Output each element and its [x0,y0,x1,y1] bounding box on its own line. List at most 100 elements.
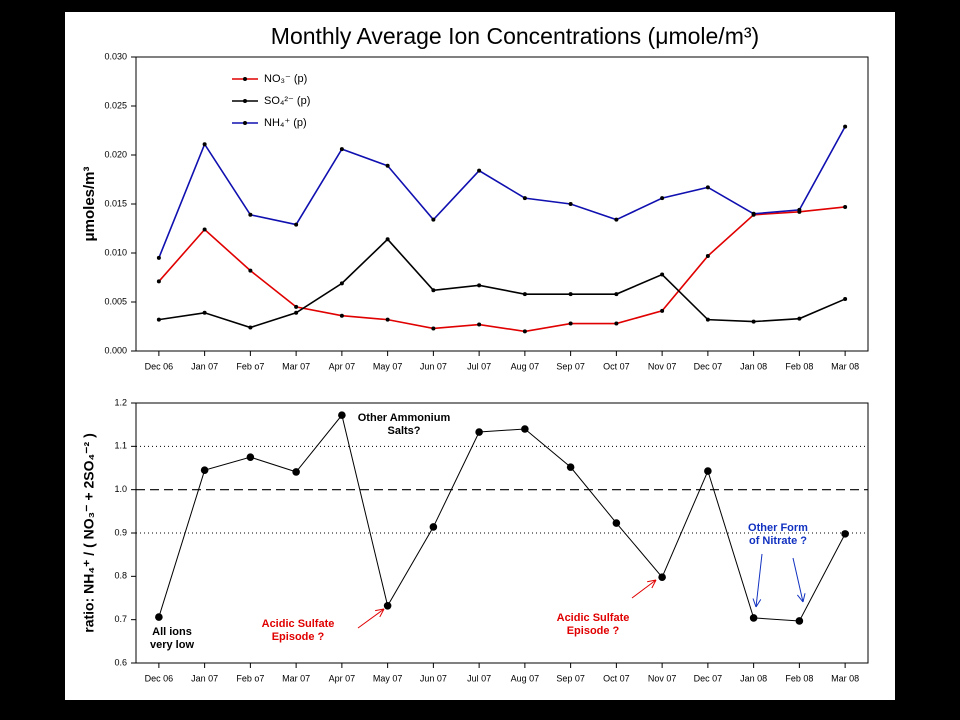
data-point [429,523,438,531]
arrow-head [752,598,757,608]
x-tick-label: Feb o7 [236,673,264,683]
data-point [705,185,710,190]
data-point [156,255,161,260]
arrow-head [647,579,657,583]
y-tick-label: 0.030 [104,51,127,61]
x-tick-label: Mar 08 [831,673,859,683]
data-point [660,308,665,313]
series-line [158,238,846,329]
data-point [383,602,392,610]
data-point [566,463,575,471]
x-tick-label: Dec 07 [694,361,723,371]
data-point [522,329,527,334]
series-line [158,126,846,259]
x-tick-label: Dec 06 [145,673,174,683]
data-point [475,428,483,436]
x-tick-label: Apr 07 [329,361,356,371]
data-point [156,279,161,284]
x-tick-label: Dec 06 [145,361,174,371]
annotation: of Nitrate ? [749,535,807,547]
legend-label: SO₄²⁻ (p) [264,95,310,107]
data-point [704,467,712,475]
annotation: Other Ammonium [358,412,451,424]
data-point [292,468,300,476]
data-point [202,310,207,315]
data-point [705,317,710,322]
legend-marker [243,99,247,103]
x-tick-label: Mar 08 [831,361,859,371]
x-tick-label: Mar 07 [282,361,310,371]
data-point [614,217,619,222]
x-tick-label: Jul 07 [467,361,491,371]
y-axis-label: ratio: NH₄⁺ / ( NO₃⁻ + 2SO₄⁻² ) [81,433,97,633]
x-tick-label: Jan 07 [191,673,218,683]
data-point [431,326,436,331]
x-tick-label: Aug 07 [511,361,540,371]
series-line [158,206,846,333]
data-point [248,268,253,273]
annotation: All ions [152,626,192,638]
data-point [568,292,573,297]
legend-marker [243,121,247,125]
data-point [477,322,482,327]
data-point [202,227,207,232]
data-point [385,163,390,168]
data-point [246,453,255,461]
annotation: Other Form [748,522,808,534]
annotation-arrow [755,553,763,608]
data-point [795,617,804,625]
data-point [568,202,573,206]
annotation-arrow [631,579,657,599]
annotation-arrow [357,608,385,629]
x-tick-label: Feb 08 [785,361,813,371]
arrow-head [802,593,806,603]
data-point [843,124,848,129]
y-tick-label: 0.9 [114,527,127,537]
data-point [843,204,848,209]
data-point [705,253,710,258]
data-point [751,211,756,216]
data-point [522,196,527,201]
data-point [477,283,482,288]
annotation: Episode ? [272,631,325,643]
annotation: Acidic Sulfate [262,618,335,630]
data-point [248,212,253,217]
annotation: Salts? [387,425,420,437]
x-tick-label: Jan 08 [740,361,767,371]
annotation: very low [150,639,194,651]
data-point [339,147,344,152]
data-point [797,207,802,212]
data-point [385,237,390,242]
data-point [200,466,209,474]
data-point [477,168,482,173]
x-tick-label: Sep 07 [556,361,585,371]
data-point [660,196,665,201]
x-tick-label: Jan 07 [191,361,218,371]
data-point [339,281,344,286]
data-point [614,321,619,326]
arrow-head [375,608,385,612]
data-point [749,614,758,622]
data-point [155,613,163,621]
x-tick-label: Feb o7 [236,361,264,371]
x-tick-label: Sep 07 [556,673,585,683]
y-tick-label: 0.8 [114,571,127,581]
y-tick-label: 1.0 [114,484,127,494]
x-tick-label: Jun 07 [420,673,447,683]
data-point [521,425,529,433]
data-point [156,317,161,322]
x-tick-label: Apr 07 [329,673,356,683]
data-point [660,272,665,277]
x-tick-label: Jan 08 [740,673,767,683]
arrow-head [379,608,385,618]
y-tick-label: 0.015 [104,198,127,208]
y-tick-label: 0.025 [104,100,127,110]
x-tick-label: Nov 07 [648,673,677,683]
annotation: Episode ? [567,625,620,637]
data-point [202,142,207,147]
data-point [339,313,344,318]
x-tick-label: May 07 [373,673,403,683]
data-point [522,292,527,297]
legend-marker [243,77,247,81]
